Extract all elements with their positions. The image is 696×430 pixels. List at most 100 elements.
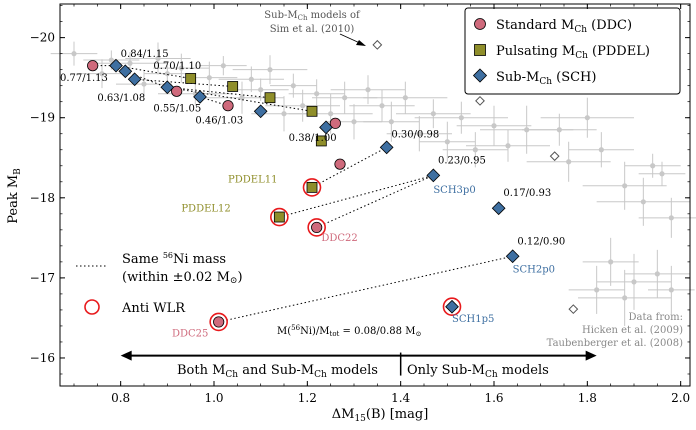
observed-point: [598, 147, 604, 153]
ni-ratio-annotation: 0.55/1.05: [153, 103, 201, 114]
model-name-label: DDC22: [321, 233, 357, 244]
observed-point: [281, 111, 287, 117]
observed-point: [416, 131, 422, 137]
same-ni-mass-line: [134, 78, 233, 87]
same-ni-mass-line: [316, 174, 434, 228]
ni-ratio-annotation: 0.30/0.98: [391, 130, 439, 141]
anti-wlr-circle: [209, 312, 228, 332]
pddel-point: [264, 92, 276, 104]
sch-point: [253, 104, 268, 119]
legend-frame: [464, 7, 681, 95]
pddel-point: [273, 211, 285, 223]
model-name-label: PDDEL11: [228, 175, 277, 186]
observed-point: [668, 215, 674, 221]
model-markers: [87, 39, 579, 328]
region-label-left: Both MCh and Sub-MCh models: [177, 363, 378, 380]
model-name-label: DDC25: [172, 328, 208, 339]
sim-model-point: [568, 304, 579, 315]
inner-legend-anti-wlr-icon: [84, 299, 100, 315]
x-tick-label: 1.0: [204, 391, 223, 405]
same-ni-mass-line: [279, 174, 434, 218]
ni-ratio-annotation: 0.38/1.00: [289, 133, 337, 144]
observed-point: [206, 75, 212, 81]
observed-point: [267, 67, 273, 73]
ddc-point: [171, 85, 183, 97]
region-label-right: Only Sub-MCh models: [407, 363, 549, 380]
observed-point: [608, 259, 614, 265]
x-tick-label: 1.6: [484, 391, 503, 405]
model-name-label: PDDEL12: [181, 203, 230, 214]
legend-sch-label: Sub-MCh (SCH): [496, 70, 596, 87]
anti-wlr-circle: [307, 218, 326, 237]
y-tick-label: −16: [30, 351, 55, 365]
observed-point: [584, 115, 590, 121]
observed-point: [155, 55, 161, 62]
y-tick-label: −20: [30, 31, 55, 45]
sch-point: [118, 64, 133, 79]
anti-wlr-circle: [302, 178, 322, 197]
sch-point: [379, 140, 394, 155]
anti-wlr-circle: [442, 297, 462, 317]
model-name-label: SCH1p5: [452, 314, 494, 325]
observed-point: [650, 163, 656, 169]
sch-point: [426, 168, 441, 183]
x-axis-label: ΔM15(B) [mag]: [332, 407, 429, 424]
x-tick-label: 1.2: [298, 391, 317, 405]
y-tick-label: −19: [30, 111, 55, 125]
sim-model-point: [372, 39, 383, 50]
observed-point: [668, 287, 674, 293]
sim-label-line2: Sim et al. (2010): [270, 24, 355, 35]
ni-ratio-annotation: 0.46/1.03: [195, 115, 243, 126]
observed-point: [388, 119, 394, 125]
observed-point: [556, 127, 562, 133]
observed-point: [248, 76, 254, 82]
observed-point: [342, 95, 348, 101]
observed-point: [300, 103, 306, 109]
sim-model-point: [475, 95, 485, 106]
sim-label-line1: Sub-MCh models of: [264, 10, 361, 22]
observed-point: [328, 111, 334, 117]
ni-ratio-annotation: 0.17/0.93: [503, 188, 551, 199]
sim-arrowhead: [356, 40, 366, 46]
observed-point: [622, 183, 628, 189]
anti-wlr-circle: [270, 207, 289, 227]
ni-ratio-annotation: 0.12/0.90: [517, 236, 565, 247]
observed-point: [566, 159, 572, 165]
y-tick-label: −17: [30, 271, 55, 285]
pddel-point: [306, 105, 318, 117]
x-tick-label: 0.8: [111, 391, 130, 405]
data-source-line1: Data from:: [629, 312, 684, 323]
observed-point: [659, 171, 665, 177]
sch-point: [491, 201, 506, 216]
region-arrow: [120, 350, 597, 376]
sim-model-point: [549, 151, 560, 162]
observed-point: [220, 63, 226, 69]
legend-pddel-label: Pulsating MCh (PDDEL): [496, 44, 650, 61]
sch-point: [109, 58, 123, 73]
sch-point: [160, 80, 175, 95]
axes: 0.8 1.0 1.2 1.4 1.6 1.8 2.0 −16 −17 −18 −19 −20: [30, 3, 691, 405]
data-source-line2: Hicken et al. (2009): [582, 325, 683, 336]
inner-legend-ni-line2: (within ±0.02 M⊙): [122, 270, 243, 286]
same-ni-mass-line: [167, 86, 271, 99]
sch-point: [445, 299, 459, 314]
ratio-label: M(56Ni)/Mtot = 0.08/0.88 M⊙: [277, 324, 421, 338]
x-tick-label: 2.0: [671, 391, 690, 405]
ni-ratio-annotation: 0.84/1.15: [121, 49, 169, 60]
observed-point: [71, 51, 77, 57]
observed-point: [444, 139, 450, 145]
observed-point: [379, 103, 385, 109]
annotation-layer: 0.84/1.15 0.77/1.13 0.70/1.10 0.63/1.08 0.55…: [60, 49, 565, 339]
observed-point: [631, 279, 637, 285]
legend-ddc-label: Standard MCh (DDC): [496, 18, 632, 35]
sch-point: [193, 90, 207, 104]
observed-point: [365, 87, 371, 93]
observed-point: [99, 71, 105, 77]
ddc-point: [87, 60, 99, 72]
y-tick-label: −18: [30, 191, 55, 205]
pddel-point: [315, 135, 327, 147]
pddel-point: [227, 81, 239, 92]
model-name-label: SCH2p0: [513, 264, 555, 275]
ddc-point: [329, 117, 341, 129]
observed-point: [351, 119, 357, 125]
